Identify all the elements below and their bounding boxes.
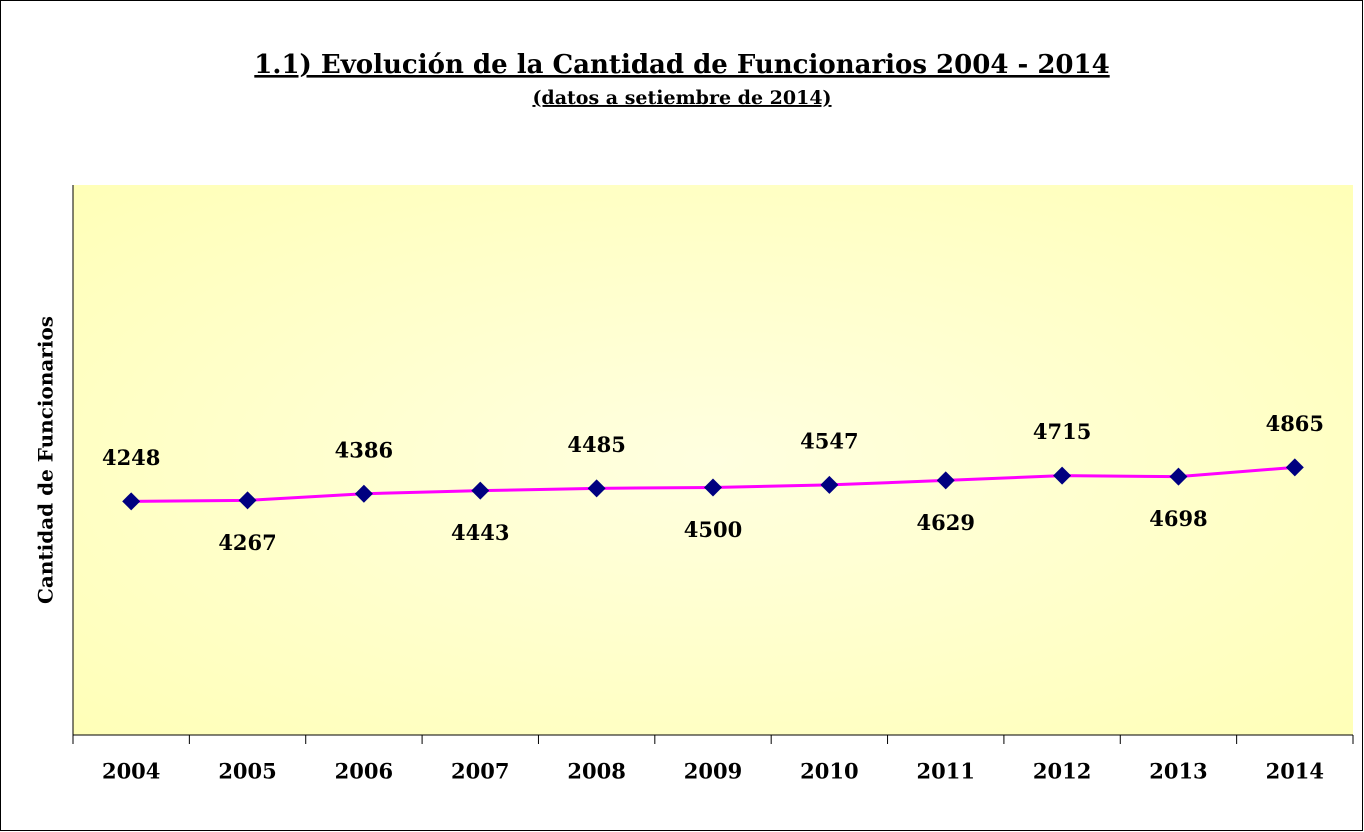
data-label: 4248	[102, 445, 160, 470]
data-marker	[122, 492, 141, 511]
data-label: 4629	[917, 510, 975, 535]
data-label: 4386	[335, 437, 393, 462]
data-marker	[354, 484, 373, 503]
data-label: 4443	[451, 520, 509, 545]
y-axis-label: Cantidad de Funcionarios	[34, 316, 58, 604]
data-marker	[587, 479, 606, 498]
plot-area	[73, 185, 1353, 735]
chart-subtitle: (datos a setiembre de 2014)	[532, 87, 831, 109]
data-label: 4485	[567, 432, 625, 457]
data-marker	[704, 478, 722, 497]
data-marker	[936, 471, 955, 490]
x-tick-label: 2013	[1149, 759, 1207, 784]
x-tick-label: 2012	[1033, 759, 1091, 784]
x-tick-label: 2010	[800, 759, 858, 784]
x-tick-label: 2007	[451, 759, 509, 784]
chart-title: 1.1) Evolución de la Cantidad de Funcion…	[254, 50, 1109, 80]
x-tick-label: 2005	[218, 759, 276, 784]
x-tick-label: 2011	[917, 759, 975, 784]
data-label: 4547	[800, 428, 858, 453]
data-label: 4865	[1266, 411, 1324, 436]
data-label: 4715	[1033, 419, 1091, 444]
data-marker	[471, 481, 490, 500]
data-label: 4267	[218, 530, 276, 555]
data-marker	[1053, 466, 1072, 485]
data-label: 4698	[1149, 506, 1207, 531]
data-label: 4500	[684, 517, 742, 542]
x-tick-label: 2004	[102, 759, 160, 784]
x-tick-label: 2006	[335, 759, 393, 784]
data-marker	[820, 475, 839, 494]
x-tick-label: 2014	[1266, 759, 1324, 784]
x-tick-label: 2008	[567, 759, 625, 784]
data-marker	[1169, 467, 1188, 486]
data-marker	[238, 491, 257, 510]
data-marker	[1285, 458, 1304, 477]
x-tick-label: 2009	[684, 759, 742, 784]
